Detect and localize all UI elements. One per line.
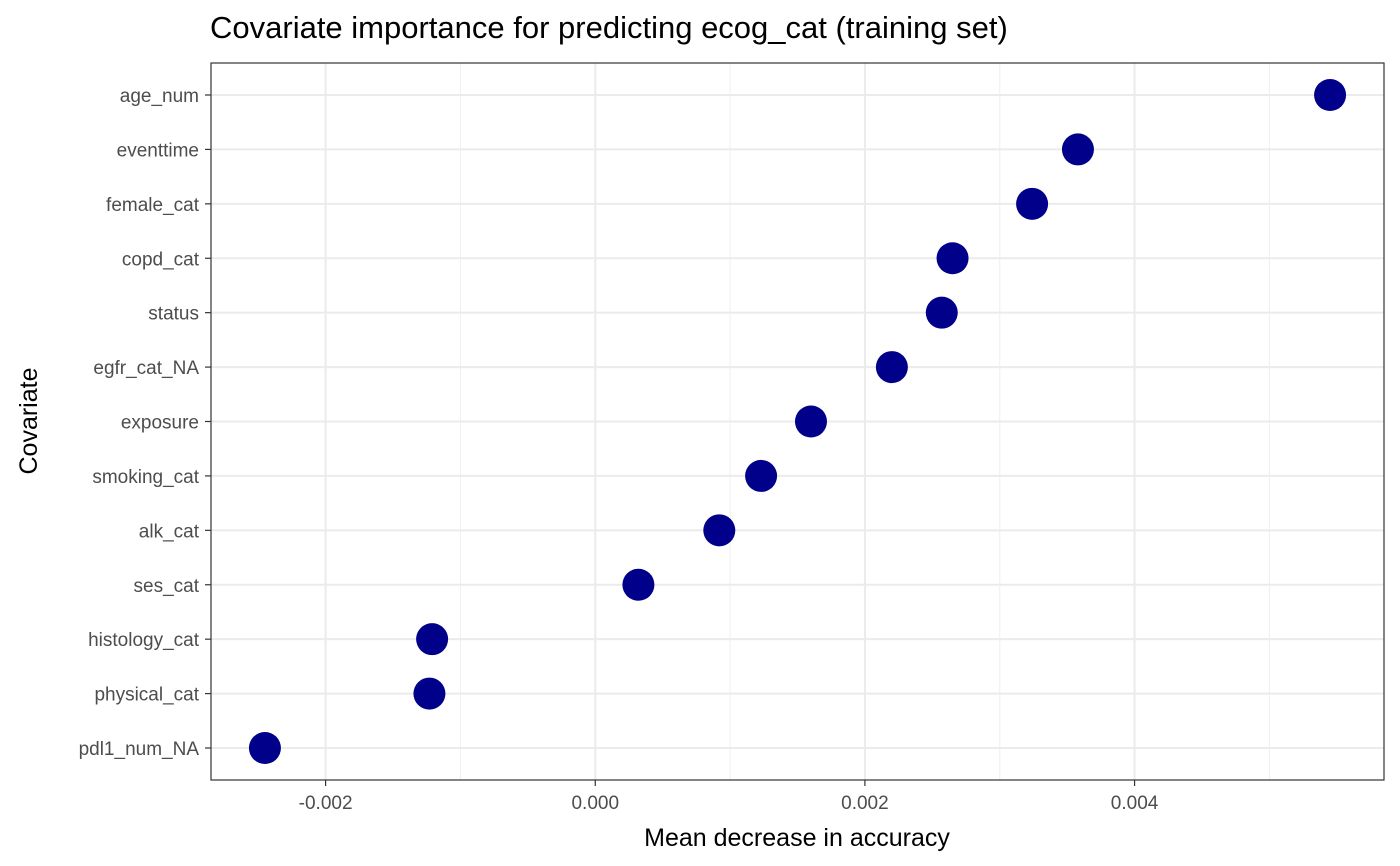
data-point-female_cat	[1016, 187, 1049, 220]
y-tick-label: ses_cat	[134, 576, 200, 597]
x-axis-title: Mean decrease in accuracy	[644, 824, 950, 852]
y-tick-label: smoking_cat	[92, 467, 199, 488]
y-tick-label: pdl1_num_NA	[79, 739, 200, 760]
x-tick-label: 0.004	[1111, 793, 1159, 814]
x-tick-label: -0.002	[299, 793, 353, 814]
chart-title: Covariate importance for predicting ecog…	[210, 10, 1008, 45]
points-layer	[248, 79, 1347, 764]
data-point-exposure	[794, 405, 827, 438]
data-point-status	[925, 296, 958, 329]
y-tick-label: female_cat	[106, 195, 200, 216]
data-point-histology_cat	[416, 623, 449, 656]
data-point-copd_cat	[936, 242, 969, 275]
y-axis-title: Covariate	[15, 368, 43, 475]
y-tick-label: age_num	[120, 86, 199, 107]
data-point-ses_cat	[622, 568, 655, 601]
x-axis: -0.002 0.000 0.002 0.004	[299, 780, 1159, 814]
data-point-age_num	[1314, 79, 1347, 111]
y-tick-label: exposure	[121, 413, 199, 434]
y-tick-label: status	[148, 304, 199, 325]
y-tick-label: physical_cat	[94, 685, 199, 706]
data-point-egfr_cat_NA	[875, 351, 908, 384]
data-point-smoking_cat	[745, 459, 778, 492]
y-tick-label: eventtime	[117, 140, 199, 161]
y-tick-label: copd_cat	[122, 249, 200, 270]
y-tick-label: histology_cat	[88, 630, 200, 651]
data-point-physical_cat	[413, 677, 446, 710]
data-point-alk_cat	[703, 514, 736, 547]
x-tick-label: 0.002	[841, 793, 889, 814]
y-axis: age_num eventtime female_cat copd_catstatus…	[79, 86, 211, 760]
y-tick-label: alk_cat	[139, 521, 200, 542]
y-tick-label: egfr_cat_NA	[93, 358, 199, 379]
data-point-pdl1_num_NA	[248, 732, 281, 764]
data-point-eventtime	[1061, 133, 1094, 166]
x-tick-label: 0.000	[571, 793, 619, 814]
